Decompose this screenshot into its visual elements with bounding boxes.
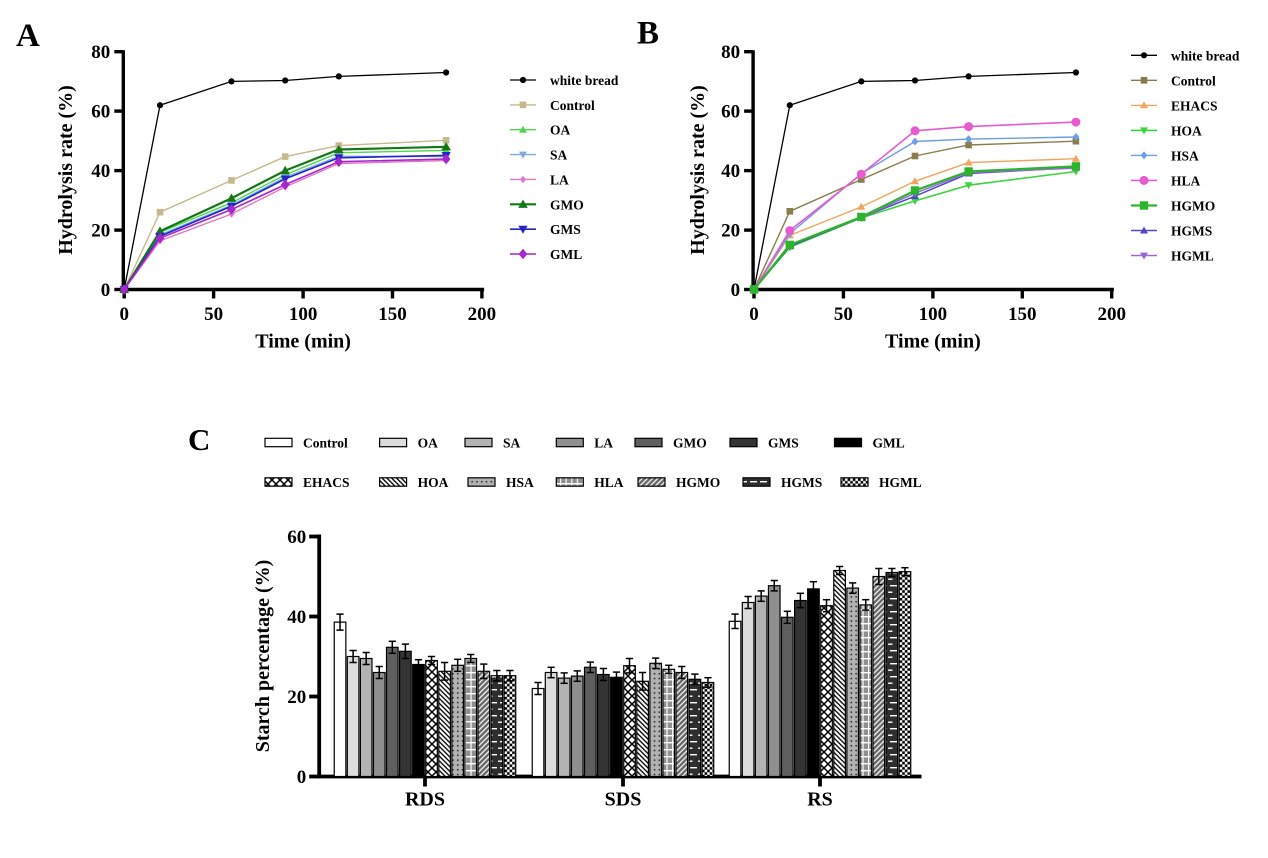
svg-text:0: 0: [119, 304, 129, 325]
svg-text:HGML: HGML: [879, 475, 922, 490]
svg-text:HLA: HLA: [594, 475, 624, 490]
svg-text:OA: OA: [418, 435, 439, 450]
svg-text:40: 40: [721, 161, 740, 182]
svg-text:HGMO: HGMO: [676, 475, 720, 490]
svg-text:80: 80: [91, 42, 110, 63]
svg-text:20: 20: [287, 687, 306, 708]
svg-text:SDS: SDS: [605, 789, 642, 811]
svg-text:20: 20: [91, 220, 110, 241]
svg-text:0: 0: [297, 767, 307, 788]
svg-text:EHACS: EHACS: [1171, 98, 1218, 113]
svg-text:150: 150: [1008, 304, 1037, 325]
svg-text:HGMS: HGMS: [781, 475, 822, 490]
svg-text:Time (min): Time (min): [255, 331, 351, 353]
svg-text:100: 100: [289, 304, 318, 325]
svg-text:RS: RS: [807, 789, 833, 811]
svg-text:200: 200: [468, 304, 497, 325]
svg-text:Starch percentage (%): Starch percentage (%): [252, 560, 274, 753]
svg-text:OA: OA: [550, 123, 571, 138]
svg-text:LA: LA: [594, 435, 613, 450]
svg-text:EHACS: EHACS: [303, 475, 350, 490]
svg-text:SA: SA: [550, 148, 568, 163]
svg-text:HGML: HGML: [1171, 249, 1214, 264]
svg-text:GMS: GMS: [768, 435, 799, 450]
svg-text:LA: LA: [550, 172, 569, 187]
svg-text:GMS: GMS: [550, 222, 581, 237]
svg-text:50: 50: [204, 304, 223, 325]
svg-text:HSA: HSA: [1171, 148, 1199, 163]
svg-text:white bread: white bread: [1171, 48, 1240, 63]
svg-text:0: 0: [731, 280, 741, 301]
svg-text:200: 200: [1097, 304, 1126, 325]
svg-text:20: 20: [721, 220, 740, 241]
svg-text:HGMS: HGMS: [1171, 224, 1212, 239]
svg-text:60: 60: [91, 101, 110, 122]
svg-text:HSA: HSA: [506, 475, 534, 490]
svg-text:0: 0: [101, 280, 111, 301]
svg-text:60: 60: [721, 101, 740, 122]
svg-text:HOA: HOA: [418, 475, 449, 490]
svg-text:Control: Control: [1171, 73, 1216, 88]
svg-text:Control: Control: [303, 435, 348, 450]
svg-text:GML: GML: [873, 435, 905, 450]
svg-text:GMO: GMO: [550, 197, 584, 212]
svg-text:HGMO: HGMO: [1171, 199, 1215, 214]
svg-text:SA: SA: [503, 435, 521, 450]
svg-text:Control: Control: [550, 98, 595, 113]
svg-text:40: 40: [91, 161, 110, 182]
svg-text:B: B: [637, 16, 659, 52]
svg-text:Time (min): Time (min): [885, 331, 981, 353]
svg-text:GMO: GMO: [673, 435, 707, 450]
svg-text:40: 40: [287, 607, 306, 628]
svg-text:HLA: HLA: [1171, 173, 1201, 188]
svg-text:C: C: [188, 422, 210, 457]
svg-text:80: 80: [721, 42, 740, 63]
svg-text:Hydrolysis rate (%): Hydrolysis rate (%): [55, 85, 77, 255]
svg-text:RDS: RDS: [405, 789, 445, 811]
svg-text:60: 60: [287, 527, 306, 548]
svg-text:A: A: [16, 18, 40, 54]
svg-text:HOA: HOA: [1171, 123, 1202, 138]
svg-text:white bread: white bread: [550, 73, 619, 88]
svg-text:GML: GML: [550, 247, 582, 262]
svg-text:100: 100: [919, 304, 948, 325]
svg-text:0: 0: [749, 304, 759, 325]
svg-text:150: 150: [378, 304, 407, 325]
svg-text:Hydrolysis rate (%): Hydrolysis rate (%): [687, 85, 709, 255]
svg-text:50: 50: [834, 304, 853, 325]
